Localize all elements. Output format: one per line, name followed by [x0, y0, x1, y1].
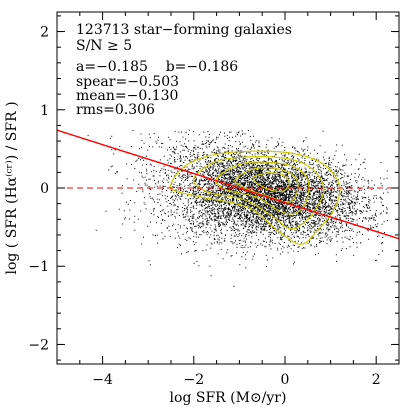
contour-level-5 — [252, 172, 291, 193]
density-contours — [169, 150, 341, 245]
x-tick-label: −2 — [183, 372, 204, 388]
axis-ticks — [56, 12, 400, 364]
point-cloud — [87, 129, 389, 287]
y-tick-label: 2 — [40, 25, 49, 41]
annotation-sn: S/N ≥ 5 — [76, 38, 132, 54]
contour-level-1 — [169, 150, 341, 245]
y-tick-label: 0 — [40, 181, 49, 197]
y-axis-label: log ( SFR (Hα⁽ᶜʳ⁾) / SFR ) — [4, 101, 20, 274]
reference-lines — [57, 129, 399, 240]
x-tick-label: 2 — [372, 372, 381, 388]
annotation-spear: spear=−0.503 — [76, 74, 179, 90]
annotation-ab: a=−0.185 b=−0.186 — [76, 59, 238, 75]
fit-line — [57, 129, 399, 240]
contour-level-4 — [234, 167, 299, 203]
x-tick-label: −4 — [92, 372, 113, 388]
scatter-points — [87, 129, 389, 287]
annotation-mean: mean=−0.130 — [76, 88, 178, 104]
contour-level-3 — [215, 161, 310, 215]
tick-labels: −4 −2 0 2 −2 −1 0 1 2 — [28, 25, 380, 388]
y-tick-label: −2 — [28, 337, 49, 353]
annotation-title: 123713 star−forming galaxies — [76, 22, 292, 38]
x-tick-label: 0 — [281, 372, 290, 388]
annotation-block: 123713 star−forming galaxies S/N ≥ 5 a=−… — [76, 22, 292, 118]
contour-level-2 — [193, 156, 325, 230]
y-tick-label: −1 — [28, 259, 49, 275]
annotation-rms: rms=0.306 — [76, 102, 155, 118]
x-axis-label: log SFR (M⊙/yr) — [170, 390, 287, 406]
y-tick-label: 1 — [40, 103, 49, 119]
